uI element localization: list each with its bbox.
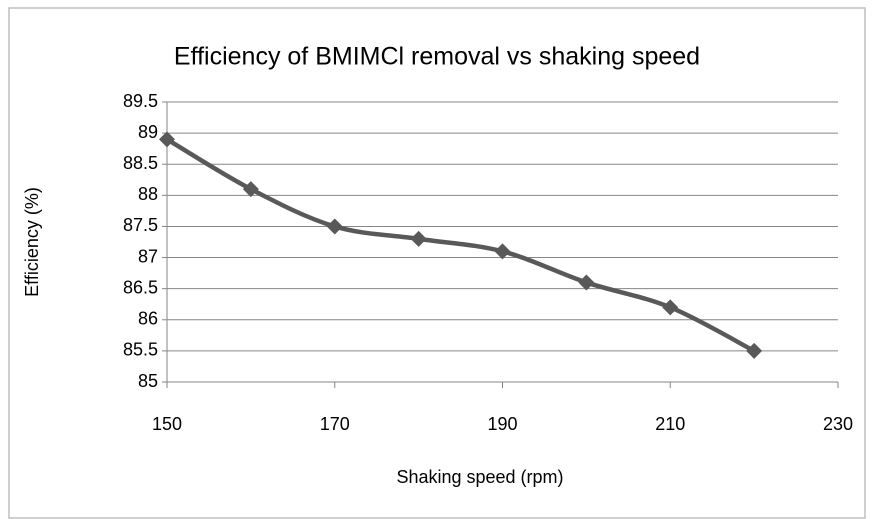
marker bbox=[494, 243, 511, 260]
marker bbox=[242, 181, 259, 198]
marker bbox=[326, 218, 343, 235]
marker bbox=[410, 230, 427, 247]
x-tick-label: 210 bbox=[655, 414, 685, 434]
y-tick-label: 89.5 bbox=[123, 91, 158, 111]
marker bbox=[578, 274, 595, 291]
chart-border bbox=[8, 7, 866, 519]
y-tick-label: 87 bbox=[138, 246, 158, 266]
y-tick-label: 87.5 bbox=[123, 215, 158, 235]
chart-title: Efficiency of BMIMCl removal vs shaking … bbox=[174, 43, 700, 71]
y-tick-label: 88.5 bbox=[123, 153, 158, 173]
y-tick-label: 85 bbox=[138, 371, 158, 391]
marker bbox=[662, 299, 679, 316]
y-tick-label: 85.5 bbox=[123, 340, 158, 360]
x-axis-label: Shaking speed (rpm) bbox=[396, 467, 563, 487]
series-line bbox=[165, 137, 756, 353]
marker bbox=[746, 342, 763, 359]
y-axis-label: Efficiency (%) bbox=[22, 187, 42, 297]
y-tick-label: 89 bbox=[138, 122, 158, 142]
x-tick-label: 150 bbox=[152, 414, 182, 434]
x-tick-label: 170 bbox=[320, 414, 350, 434]
y-tick-label: 86 bbox=[138, 309, 158, 329]
marker bbox=[159, 131, 175, 148]
x-tick-label: 230 bbox=[823, 414, 853, 434]
y-tick-label: 86.5 bbox=[123, 277, 158, 297]
y-tick-label: 88 bbox=[138, 184, 158, 204]
x-tick-label: 190 bbox=[487, 414, 517, 434]
